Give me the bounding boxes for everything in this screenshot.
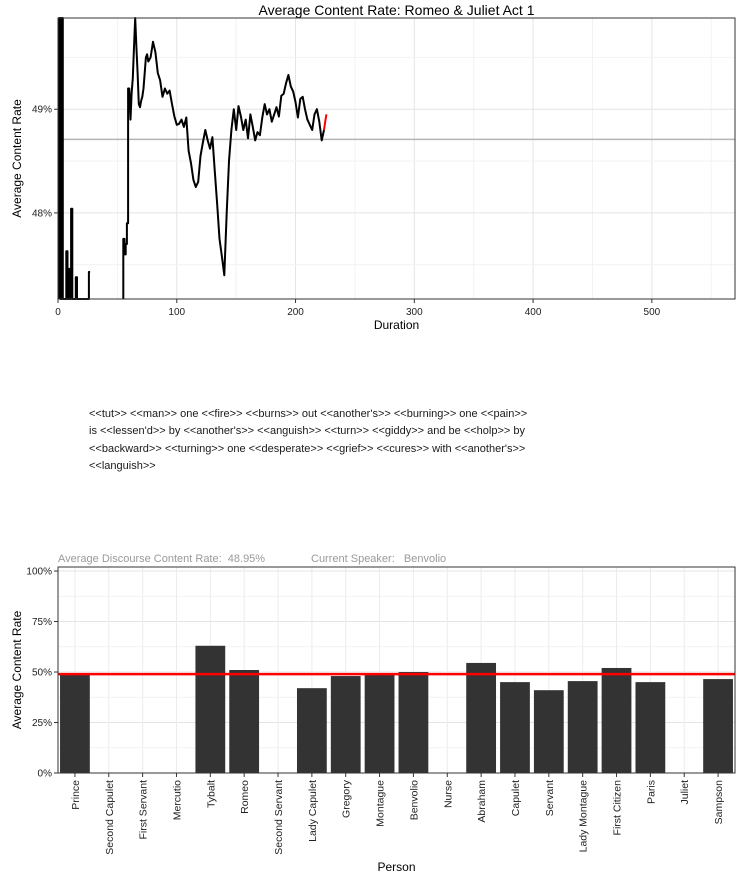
y-tick-label: 100% bbox=[26, 567, 52, 578]
x-tick-label: 200 bbox=[287, 307, 304, 318]
bar-romeo bbox=[229, 670, 260, 773]
series-line-1 bbox=[58, 17, 91, 300]
x-tick-label: Servant bbox=[544, 780, 556, 816]
y-tick-label: 49% bbox=[32, 105, 52, 116]
bar-lady-montague bbox=[567, 681, 598, 773]
x-tick-label: Romeo bbox=[239, 780, 251, 814]
x-tick-label: Nurse bbox=[442, 780, 454, 808]
y-tick-label: 0% bbox=[38, 769, 53, 780]
bar-servant bbox=[533, 690, 564, 773]
x-axis-title: Duration bbox=[374, 318, 419, 332]
x-tick-label: Juliet bbox=[679, 780, 691, 805]
chart-title: Average Content Rate: Romeo & Juliet Act… bbox=[258, 2, 534, 18]
current-speaker-label: Current Speaker: Benvolio bbox=[311, 553, 447, 565]
bar-prince bbox=[60, 674, 90, 773]
y-tick-label: 48% bbox=[32, 208, 52, 219]
y-axis-title: Average Content Rate bbox=[10, 99, 24, 218]
discourse-text: <<tut>> <<man>> one <<fire>> <<burns>> o… bbox=[89, 408, 528, 472]
bar-lady-capulet bbox=[296, 688, 327, 773]
y-tick-label: 25% bbox=[32, 718, 52, 729]
series-line-3 bbox=[323, 114, 328, 131]
x-tick-label: 500 bbox=[644, 307, 661, 318]
x-tick-label: 400 bbox=[525, 307, 542, 318]
x-tick-label: Lady Capulet bbox=[307, 780, 319, 842]
x-tick-label: First Citizen bbox=[612, 780, 624, 836]
series-line-2 bbox=[122, 17, 325, 299]
x-tick-label: 100 bbox=[168, 307, 185, 318]
x-tick-label: Second Capulet bbox=[104, 780, 116, 855]
y-tick-label: 50% bbox=[32, 668, 52, 679]
x-tick-label: 0 bbox=[55, 307, 61, 318]
bar-benvolio bbox=[398, 672, 429, 773]
x-tick-label: Second Servant bbox=[273, 780, 285, 855]
x-tick-label: Capulet bbox=[510, 780, 522, 816]
x-tick-label: Sampson bbox=[713, 780, 725, 825]
bar-capulet bbox=[500, 682, 530, 773]
x-tick-label: Prince bbox=[70, 780, 82, 810]
x-tick-label: Tybalt bbox=[205, 780, 217, 808]
bar-gregory bbox=[330, 676, 361, 773]
bar-sampson bbox=[703, 679, 733, 773]
y-axis-title: Average Content Rate bbox=[10, 610, 24, 729]
x-tick-label: Abraham bbox=[476, 780, 488, 823]
bar-paris bbox=[635, 682, 666, 773]
line-chart: Average Content Rate: Romeo & Juliet Act… bbox=[10, 2, 736, 332]
plot-border bbox=[57, 566, 736, 774]
x-axis-title: Person bbox=[377, 860, 415, 874]
x-tick-label: 300 bbox=[406, 307, 423, 318]
bar-montague bbox=[364, 674, 395, 773]
plot-border bbox=[57, 17, 736, 300]
x-tick-label: Montague bbox=[375, 780, 387, 827]
bar-abraham bbox=[466, 662, 497, 773]
x-tick-label: Lady Montague bbox=[578, 780, 590, 853]
bar-tybalt bbox=[195, 645, 226, 773]
bar-first-citizen bbox=[601, 667, 632, 773]
x-tick-label: Paris bbox=[645, 780, 657, 804]
y-tick-label: 75% bbox=[32, 617, 52, 628]
x-tick-label: Gregory bbox=[341, 779, 353, 818]
x-tick-label: Benvolio bbox=[408, 780, 420, 820]
x-tick-label: Mercutio bbox=[171, 780, 183, 820]
x-tick-label: First Servant bbox=[138, 780, 150, 840]
average-discourse-rate-label: Average Discourse Content Rate: 48.95% bbox=[58, 553, 266, 565]
bar-chart: 0% 25% 50% 75% 100% Prince Second Capulet First… bbox=[10, 566, 736, 874]
